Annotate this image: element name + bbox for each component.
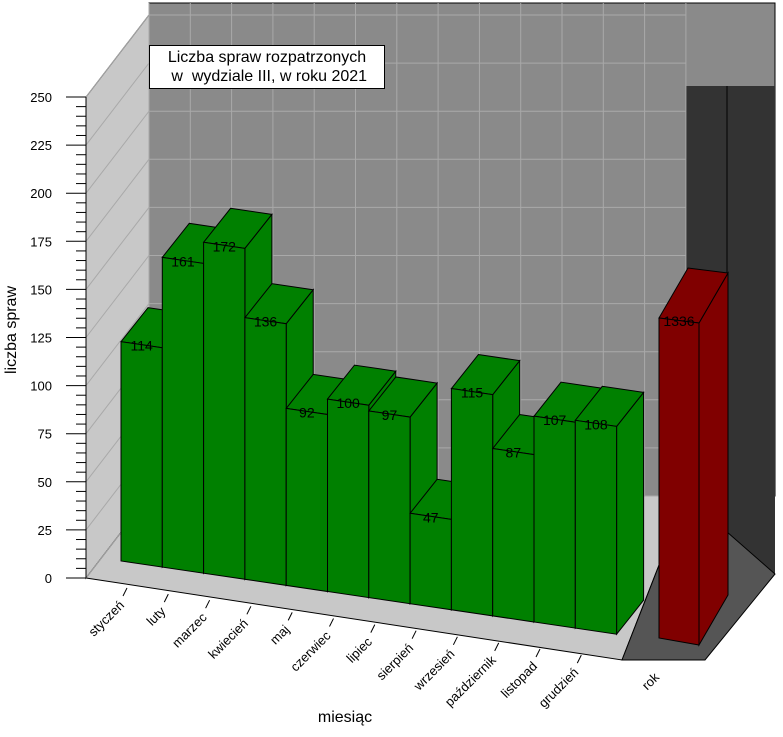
chart-title-line-1: Liczba spraw rozpatrzonych	[167, 49, 367, 66]
value-label: 161	[171, 253, 195, 269]
value-label: 108	[584, 416, 608, 432]
bar-grudzień: 108	[574, 385, 645, 636]
y-tick-label: 25	[38, 523, 52, 538]
y-tick-label: 150	[30, 282, 52, 297]
y-tick-label: 250	[30, 90, 52, 105]
value-label: 92	[299, 404, 315, 420]
value-label: 172	[213, 238, 237, 254]
total-value-label: 1336	[663, 313, 694, 329]
x-tick-label: luty	[144, 603, 169, 628]
x-tick-label: marzec	[169, 609, 210, 650]
y-tick-label: 50	[38, 475, 52, 490]
chart-title: Liczba spraw rozpatrzonych w wydziale II…	[149, 45, 385, 89]
y-tick-label: 200	[30, 186, 52, 201]
value-label: 47	[423, 509, 439, 525]
value-label: 87	[506, 445, 522, 461]
bar-total: 1336	[658, 267, 729, 647]
y-axis: 0 25 50 75 100 125 150 175 200 225 250	[30, 90, 87, 586]
y-tick-label: 175	[30, 234, 52, 249]
x-tick-label: listopad	[498, 659, 540, 701]
y-tick-label: 75	[38, 427, 52, 442]
x-tick-label: sierpień	[373, 640, 416, 683]
y-tick-label: 100	[30, 379, 52, 394]
value-label: 97	[382, 407, 398, 423]
x-axis-title: miesiąc	[318, 709, 372, 726]
x-tick-label: lipiec	[343, 634, 375, 666]
y-tick-label: 0	[45, 571, 52, 586]
x-tick-label: maj	[267, 622, 292, 647]
value-label: 115	[461, 385, 484, 401]
bars: 114 161 172 136 92 100 97 47 115 87 107 108 1336	[120, 207, 729, 647]
x-tick-label: czerwiec	[287, 628, 334, 675]
y-tick-label: 125	[30, 331, 52, 346]
x-tick-label-total: rok	[639, 669, 663, 693]
value-label: 100	[336, 395, 360, 411]
x-tick-label: wrzesień	[410, 646, 458, 694]
y-axis-title: liczba spraw	[3, 286, 20, 374]
y-tick-label: 225	[30, 138, 52, 153]
x-tick-label: styczeń	[85, 598, 127, 640]
chart-title-line-2: w wydziale III, w roku 2021	[166, 68, 368, 85]
value-label: 114	[130, 338, 153, 354]
x-tick-label: grudzień	[536, 665, 582, 711]
value-label: 107	[543, 412, 567, 428]
value-label: 136	[254, 314, 278, 330]
x-tick-label: kwiecień	[205, 616, 251, 662]
